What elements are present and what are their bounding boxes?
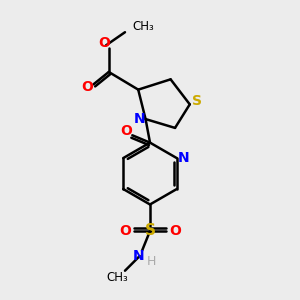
Text: CH₃: CH₃: [132, 20, 154, 33]
Text: O: O: [120, 124, 132, 138]
Text: O: O: [98, 35, 110, 50]
Text: N: N: [132, 249, 144, 263]
Text: CH₃: CH₃: [106, 271, 128, 284]
Text: O: O: [169, 224, 181, 238]
Text: O: O: [119, 224, 131, 238]
Text: H: H: [147, 255, 156, 268]
Text: O: O: [82, 80, 94, 94]
Text: N: N: [177, 151, 189, 165]
Text: S: S: [192, 94, 202, 108]
Text: S: S: [145, 224, 155, 238]
Text: N: N: [133, 112, 145, 126]
